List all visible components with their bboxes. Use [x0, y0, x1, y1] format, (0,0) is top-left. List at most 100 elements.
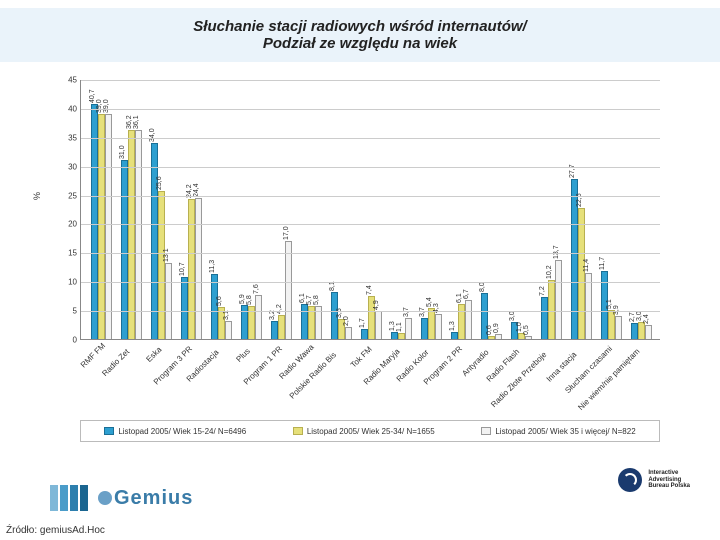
bar-value-label: 5,8 [313, 295, 320, 305]
bar-value-label: 5,6 [216, 296, 223, 306]
grid-line [81, 311, 660, 312]
legend-swatch-icon [104, 427, 114, 435]
bar: 24,4 [195, 198, 202, 339]
bar-value-label: 5,1 [606, 299, 613, 309]
bar: 4,3 [435, 314, 442, 339]
iab-line-1: Interactive [648, 470, 690, 477]
bar: 6,7 [465, 300, 472, 339]
bar-value-label: 10,2 [546, 265, 553, 279]
grid-line [81, 167, 660, 168]
bar-value-label: 3,5 [336, 308, 343, 318]
bar-value-label: 8,0 [479, 282, 486, 292]
bar: 36,2 [128, 130, 135, 339]
x-tick: Plus [234, 347, 251, 364]
bar-value-label: 13,1 [163, 249, 170, 263]
grid-line [81, 138, 660, 139]
grid-line [81, 224, 660, 225]
bar: 4,2 [278, 315, 285, 339]
gemius-stripes-icon [50, 485, 88, 511]
bar: 3,1 [225, 321, 232, 339]
bar-value-label: 5,8 [246, 295, 253, 305]
bar: 10,2 [548, 280, 555, 339]
bar-value-label: 40,7 [89, 89, 96, 103]
bar: 24,2 [188, 199, 195, 339]
y-tick: 25 [51, 191, 77, 200]
source-footer: Źródło: gemiusAd.Hoc [6, 525, 105, 536]
bar: 10,7 [181, 277, 188, 339]
bar-value-label: 36,2 [126, 115, 133, 129]
bar-value-label: 13,7 [553, 245, 560, 259]
bar-value-label: 2,0 [343, 317, 350, 327]
bar-value-label: 34,0 [149, 128, 156, 142]
bar-value-label: 5,4 [426, 297, 433, 307]
chart-bars: 40,739,039,031,036,236,134,025,613,110,7… [81, 80, 660, 339]
bar: 34,0 [151, 143, 158, 339]
legend-swatch-icon [481, 427, 491, 435]
y-tick: 40 [51, 104, 77, 113]
bar: 1,1 [398, 333, 405, 339]
bar: 1,3 [391, 332, 398, 340]
bar-value-label: 7,6 [253, 284, 260, 294]
y-tick: 15 [51, 249, 77, 258]
y-tick: 30 [51, 162, 77, 171]
title-line-2: Podział ze względu na wiek [263, 35, 457, 52]
stripe [60, 485, 68, 511]
bar-value-label: 3,0 [636, 311, 643, 321]
bar-value-label: 10,7 [179, 263, 186, 277]
bar-value-label: 1,3 [389, 321, 396, 331]
bar-value-label: 1,7 [359, 318, 366, 328]
bar: 17,0 [285, 241, 292, 339]
bar: 40,7 [91, 104, 98, 339]
bar: 39,0 [105, 114, 112, 339]
bar-value-label: 6,1 [299, 293, 306, 303]
bar: 1,7 [361, 329, 368, 339]
bar-value-label: 3,0 [509, 311, 516, 321]
bar: 2,4 [645, 325, 652, 339]
gemius-logo: Gemius [98, 487, 193, 510]
bar-value-label: 2,7 [629, 313, 636, 323]
bar: 2,0 [345, 327, 352, 339]
bar: 0,5 [525, 336, 532, 339]
bar-value-label: 5,9 [239, 294, 246, 304]
slide-root: Słuchanie stacji radiowych wśród interna… [0, 0, 720, 540]
y-tick: 0 [51, 336, 77, 345]
x-tick: Eska [144, 345, 163, 364]
bar: 25,6 [158, 191, 165, 339]
bar-value-label: 11,7 [599, 257, 606, 270]
bar-value-label: 5,7 [306, 295, 313, 305]
bar-value-label: 7,4 [366, 286, 373, 296]
bar: 0,9 [495, 334, 502, 339]
grid-line [81, 196, 660, 197]
bar: 3,9 [615, 316, 622, 339]
bar: 0,6 [488, 336, 495, 339]
bar: 3,7 [421, 318, 428, 339]
y-tick: 35 [51, 133, 77, 142]
gemius-dot-icon [98, 491, 112, 505]
bar: 3,2 [271, 321, 278, 339]
grid-line [81, 282, 660, 283]
stripe [80, 485, 88, 511]
bar: 39,0 [98, 114, 105, 339]
stripe [50, 485, 58, 511]
title-line-1: Słuchanie stacji radiowych wśród interna… [193, 18, 526, 35]
grid-line [81, 253, 660, 254]
y-tick: 45 [51, 76, 77, 85]
iab-text: Interactive Advertising Bureau Polska [648, 470, 690, 490]
bar: 22,6 [578, 208, 585, 339]
bar-value-label: 0,5 [523, 325, 530, 335]
bar-value-label: 2,4 [643, 314, 650, 324]
x-tick: Radio Zet [100, 347, 131, 378]
gemius-text: Gemius [114, 487, 193, 509]
bar: 6,1 [301, 304, 308, 339]
x-tick: Tok FM [349, 345, 374, 370]
y-tick: 10 [51, 278, 77, 287]
iab-badge-icon [618, 468, 642, 492]
bar-value-label: 39,0 [96, 99, 103, 113]
stripe [70, 485, 78, 511]
iab-line-2: Advertising [648, 477, 690, 484]
grid-line [81, 109, 660, 110]
bar: 4,9 [375, 311, 382, 339]
bar-value-label: 0,6 [486, 325, 493, 335]
y-axis-label: % [32, 192, 42, 200]
bar-value-label: 4,2 [276, 304, 283, 314]
